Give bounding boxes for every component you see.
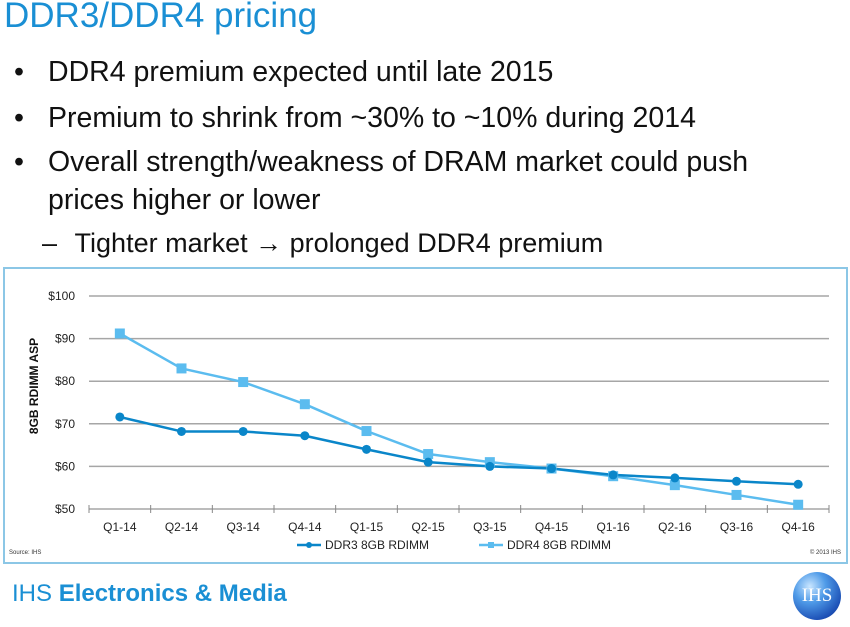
legend-label: DDR4 8GB RDIMM (507, 538, 611, 552)
data-point-ddr3 (732, 476, 741, 486)
source-note: Source: IHS (9, 550, 41, 556)
legend-marker-circle (306, 542, 312, 548)
data-point-ddr4 (361, 426, 372, 437)
data-point-ddr4 (731, 489, 742, 500)
data-point-ddr4 (299, 399, 310, 410)
data-point-ddr3 (608, 470, 618, 480)
x-tick-label: Q3-15 (473, 520, 507, 534)
x-tick-label: Q4-15 (535, 520, 569, 534)
data-point-ddr4 (238, 377, 249, 388)
sub-bullet-text: Tighter market → prolonged DDR4 premium (74, 228, 604, 258)
data-point-ddr3 (485, 461, 495, 471)
y-axis-label: 8GB RDIMM ASP (27, 338, 41, 434)
bullet-marker: • (14, 102, 24, 134)
bullet-text: Overall strength/weakness of DRAM market… (48, 146, 749, 178)
series-line-ddr4 (119, 332, 799, 506)
slide-title: DDR3/DDR4 pricing (4, 0, 318, 35)
x-tick-label: Q3-14 (226, 520, 260, 534)
series-line-ddr3 (119, 415, 799, 486)
data-point-ddr4 (793, 499, 804, 510)
data-point-ddr3 (547, 464, 556, 474)
data-point-ddr3 (423, 457, 433, 467)
data-point-ddr3 (670, 473, 680, 483)
x-tick-label: Q3-16 (720, 520, 754, 534)
bullet-marker: • (14, 56, 24, 88)
x-tick-label: Q4-14 (288, 520, 322, 534)
legend-label: DDR3 8GB RDIMM (325, 538, 429, 552)
legend-marker-square (488, 542, 494, 548)
footer-brand-name: IHS (12, 580, 53, 607)
data-point-ddr4 (114, 328, 125, 339)
data-point-ddr3 (362, 444, 371, 454)
y-tick-label: $70 (55, 417, 75, 431)
y-tick-label: $50 (55, 502, 75, 516)
x-tick-label: Q2-14 (165, 520, 199, 534)
data-point-ddr4 (423, 449, 434, 460)
footer-brand: IHS Electronics & Media (12, 580, 287, 608)
bullet-text: Premium to shrink from ~30% to ~10% duri… (48, 102, 696, 134)
line-chart: $50 $60 $70 $80 $90 $100 Q1-14 Q2-14 Q3-14 Q4-14… (9, 289, 841, 556)
footer-division: Electronics & Media (58, 580, 287, 607)
bullet-text: DDR4 premium expected until late 2015 (48, 56, 554, 88)
data-point-ddr3 (238, 426, 248, 436)
copyright-note: © 2013 IHS (810, 549, 841, 556)
chart-frame: $50 $60 $70 $80 $90 $100 Q1-14 Q2-14 Q3-14 Q4-14… (3, 267, 848, 564)
x-tick-label: Q4-16 (781, 520, 815, 534)
legend: DDR3 8GB RDIMM DDR4 8GB RDIMM (297, 538, 611, 552)
y-tick-label: $90 (55, 332, 75, 346)
x-tick-label: Q1-16 (596, 520, 630, 534)
x-tick-label: Q2-16 (658, 520, 692, 534)
data-point-ddr4 (176, 363, 187, 374)
data-point-ddr4 (669, 480, 680, 491)
bullet-marker: • (14, 146, 24, 178)
sub-bullet-marker: – (42, 228, 58, 258)
bullet-text: prices higher or lower (48, 184, 321, 216)
y-tick-label: $60 (55, 459, 75, 473)
x-tick-label: Q1-15 (350, 520, 384, 534)
x-tick-label: Q2-15 (411, 520, 445, 534)
sub-bullet-item: – Tighter market → prolonged DDR4 premiu… (42, 228, 603, 259)
data-point-ddr3 (793, 479, 803, 489)
data-point-ddr3 (177, 426, 186, 436)
data-point-ddr3 (300, 431, 310, 441)
y-tick-label: $80 (55, 374, 75, 388)
data-point-ddr3 (115, 412, 125, 422)
x-tick-label: Q1-14 (103, 520, 137, 534)
y-tick-label: $100 (48, 289, 75, 303)
ihs-logo-icon: IHS (793, 572, 841, 620)
